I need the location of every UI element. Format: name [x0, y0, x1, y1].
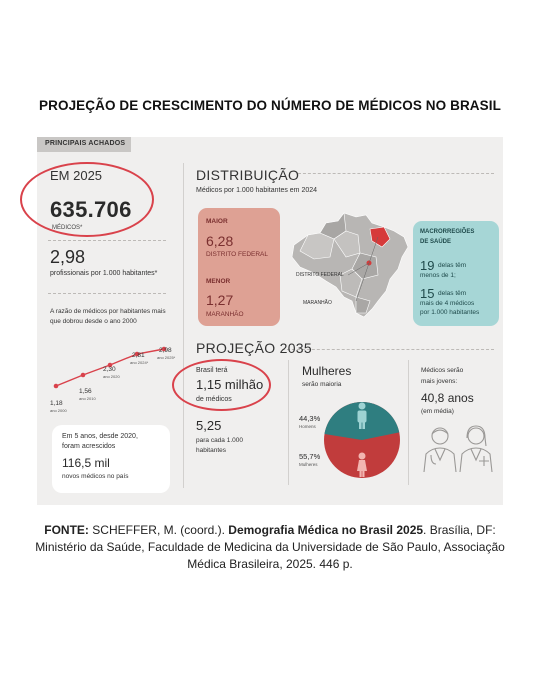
menor-value: 1,27 — [206, 292, 234, 308]
men-percent: 44,3% — [299, 414, 321, 423]
growth-text: A razão de médicos por habitantes mais q… — [50, 308, 166, 325]
growth-point-2024-value: 2,81 — [132, 352, 145, 359]
page-title: PROJEÇÃO DE CRESCIMENTO DO NÚMERO DE MÉD… — [39, 98, 501, 113]
man-figure-icon — [357, 402, 367, 429]
source-rest: . Brasília, DF: Ministério da Saúde, Fac… — [35, 523, 505, 571]
section-tag: PRINCIPAIS ACHADOS — [37, 137, 132, 152]
projecao-heading: PROJEÇÃO 2035 — [196, 340, 312, 356]
source-citation: FONTE: SCHEFFER, M. (coord.). Demografia… — [30, 522, 510, 573]
maior-value: 6,28 — [206, 233, 234, 249]
dotted-rule — [298, 173, 494, 174]
gender-pie-chart — [324, 402, 400, 478]
macro-b-text1: delas têm — [438, 290, 467, 297]
growth-point-2010-year: ano 2010 — [79, 396, 96, 401]
doctors-illustration-icon — [423, 425, 493, 473]
macro-a-text1: delas têm — [438, 262, 467, 269]
dotted-rule — [48, 240, 166, 241]
maior-label: MAIOR — [206, 218, 228, 225]
growth-line-chart — [53, 346, 167, 389]
menor-place: MARANHÃO — [206, 311, 244, 318]
dotted-rule — [48, 293, 166, 294]
projecao-ratio-line2: habitantes — [196, 447, 226, 454]
men-label: Homens — [299, 424, 316, 429]
projecao-ratio-value: 5,25 — [196, 418, 222, 433]
women-percent: 55,7% — [299, 452, 321, 461]
dotted-rule — [282, 349, 494, 350]
five-years-line1: Em 5 anos, desde 2020, — [62, 433, 138, 440]
women-label: Mulheres — [299, 462, 318, 467]
five-years-value: 116,5 mil — [62, 456, 110, 470]
mulheres-sub: serão maioria — [302, 381, 342, 388]
five-years-line3: novos médicos no país — [62, 473, 129, 480]
distribuicao-subtitle: Médicos por 1.000 habitantes em 2024 — [196, 187, 318, 194]
mulheres-heading: Mulheres — [302, 364, 352, 378]
map-label-df: DISTRITO FEDERAL — [296, 272, 344, 278]
brazil-map — [291, 212, 409, 318]
column-divider — [408, 360, 409, 485]
macro-b-text2: mais de 4 médicos — [420, 300, 475, 307]
five-years-card — [52, 425, 170, 493]
distribuicao-heading: DISTRIBUIÇÃO — [196, 167, 300, 183]
growth-point-2025-value: 2,98 — [159, 347, 172, 354]
source-work: Demografia Médica no Brasil 2025 — [228, 523, 424, 537]
macro-b-text3: por 1.000 habitantes — [420, 309, 480, 316]
macro-heading-1: MACRORREGIÕES — [420, 229, 475, 235]
jovens-line3: (em média) — [421, 408, 454, 415]
growth-point-2025-year: ano 2025* — [157, 355, 176, 360]
ratio-label: profissionais por 1.000 habitantes* — [50, 270, 158, 277]
source-authors: SCHEFFER, M. (coord.). — [88, 523, 229, 537]
growth-point-2020-year: ano 2020 — [103, 374, 120, 379]
growth-point-2000-year: ano 2000 — [50, 408, 67, 413]
five-years-line2: foram acrescidos — [62, 443, 116, 450]
growth-point-2024-year: ano 2024* — [130, 360, 149, 365]
column-divider — [183, 163, 184, 488]
ratio-value: 2,98 — [50, 247, 86, 267]
map-label-ma: MARANHÃO — [303, 300, 332, 306]
macro-heading-2: DE SAÚDE — [420, 239, 452, 245]
column-divider — [288, 360, 289, 485]
maior-menor-card — [198, 208, 280, 326]
menor-label: MENOR — [206, 278, 231, 285]
growth-point-2000-value: 1,18 — [50, 400, 63, 407]
maior-place: DISTRITO FEDERAL — [206, 251, 269, 258]
macro-a-value: 19 — [420, 258, 435, 273]
growth-point-2010-value: 1,56 — [79, 388, 92, 395]
highlight-circle — [172, 359, 271, 411]
jovens-line2: mais jovens: — [421, 378, 458, 385]
highlight-circle — [20, 162, 154, 237]
source-prefix: FONTE: — [44, 523, 89, 537]
jovens-value: 40,8 anos — [421, 391, 474, 405]
macro-b-value: 15 — [420, 286, 435, 301]
projecao-ratio-line1: para cada 1.000 — [196, 437, 243, 444]
growth-point-2020-value: 2,30 — [103, 366, 116, 373]
jovens-line1: Médicos serão — [421, 367, 464, 374]
macro-a-text2: menos de 1; — [420, 272, 456, 279]
macro-card — [413, 221, 499, 326]
woman-figure-icon — [357, 452, 367, 477]
